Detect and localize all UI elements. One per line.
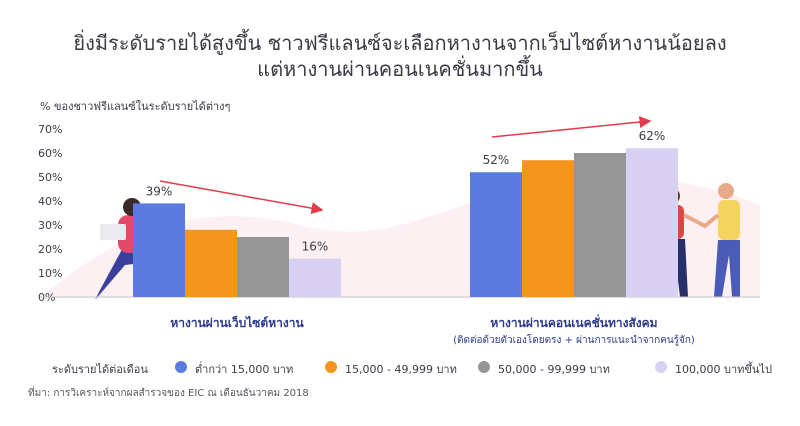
trend-arrow-up — [491, 116, 652, 138]
legend-swatch — [325, 361, 337, 373]
group-label: หางานผ่านคอนเนคชั่นทางสังคม — [490, 314, 657, 330]
legend-swatch — [175, 361, 187, 373]
group-label: หางานผ่านเว็บไซต์หางาน — [170, 315, 304, 330]
source-note: ที่มา: การวิเคราะห์จากผลสำรวจของ EIC ณ เ… — [28, 388, 309, 399]
legend-swatch — [478, 361, 490, 373]
bar — [626, 148, 678, 297]
data-label: 52% — [483, 153, 510, 167]
bar — [289, 258, 341, 297]
bar — [237, 237, 289, 297]
data-label: 62% — [639, 129, 666, 143]
y-tick-label: 60% — [38, 147, 62, 160]
bar — [185, 229, 237, 297]
data-label: 39% — [146, 184, 173, 198]
chart-title: ยิ่งมีระดับรายได้สูงขึ้น ชาวฟรีแลนซ์จะเล… — [0, 30, 800, 82]
bar — [522, 160, 574, 297]
bar — [133, 203, 185, 297]
data-label: 16% — [302, 240, 329, 254]
y-tick-label: 20% — [38, 243, 62, 256]
legend: ระดับรายได้ต่อเดือน ต่ำกว่า 15,000 บาท 15… — [40, 358, 800, 376]
bar — [574, 153, 626, 297]
legend-title: ระดับรายได้ต่อเดือน — [52, 363, 148, 376]
y-tick-label: 40% — [38, 195, 62, 208]
y-axis-label: % ของชาวฟรีแลนซ์ในระดับรายได้ต่างๆ — [40, 100, 231, 113]
legend-text: 100,000 บาทขึ้นไป — [675, 363, 772, 376]
trend-arrow-down — [159, 180, 324, 215]
y-tick-label: 30% — [38, 219, 62, 232]
y-tick-label: 50% — [38, 171, 62, 184]
y-tick-label: 10% — [38, 267, 62, 280]
title-line-1: ยิ่งมีระดับรายได้สูงขึ้น ชาวฟรีแลนซ์จะเล… — [73, 31, 727, 55]
y-tick-label: 70% — [38, 123, 62, 136]
group-sublabel: (ติดต่อด้วยตัวเองโดยตรง + ผ่านการแนะนำจา… — [453, 333, 695, 346]
legend-text: ต่ำกว่า 15,000 บาท — [195, 363, 294, 376]
bar-chart: % ของชาวฟรีแลนซ์ในระดับรายได้ต่างๆ0%10%2… — [38, 100, 760, 346]
legend-text: 50,000 - 99,999 บาท — [498, 363, 610, 376]
legend-text: 15,000 - 49,999 บาท — [345, 363, 457, 376]
legend-swatch — [655, 361, 667, 373]
bar — [470, 172, 522, 297]
title-line-2: แต่หางานผ่านคอนเนคชั่นมากขึ้น — [257, 57, 543, 81]
